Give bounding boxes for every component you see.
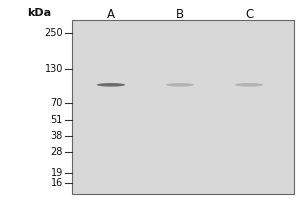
Text: 130: 130	[45, 64, 63, 74]
Text: 70: 70	[51, 98, 63, 108]
Text: 51: 51	[51, 115, 63, 125]
Text: B: B	[176, 8, 184, 21]
Text: 38: 38	[51, 131, 63, 141]
Text: 250: 250	[44, 28, 63, 38]
Text: 19: 19	[51, 168, 63, 178]
Ellipse shape	[166, 83, 194, 87]
Text: kDa: kDa	[27, 8, 51, 18]
Text: 28: 28	[51, 147, 63, 157]
Text: 16: 16	[51, 178, 63, 188]
Bar	[72, 20, 294, 194]
Ellipse shape	[97, 83, 125, 87]
Text: C: C	[245, 8, 253, 21]
Text: A: A	[107, 8, 115, 21]
Ellipse shape	[235, 83, 263, 87]
